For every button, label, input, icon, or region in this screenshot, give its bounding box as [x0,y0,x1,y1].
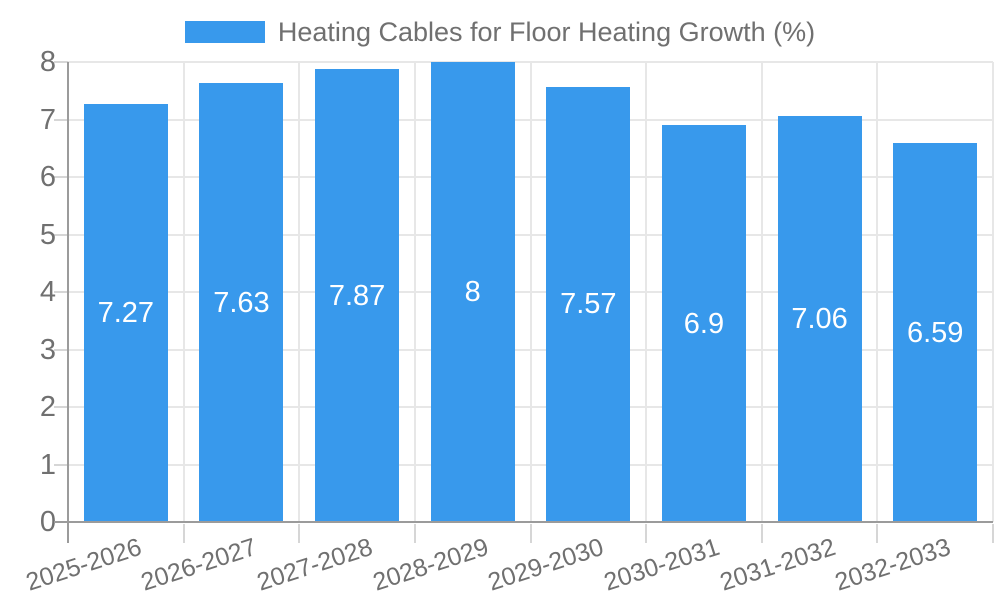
bar-value-label: 7.57 [560,288,617,321]
bar-value-label: 7.87 [328,279,386,312]
x-tick [413,524,416,543]
bar [430,62,515,522]
x-tick [298,524,301,543]
bar [546,86,631,522]
x-gridline [298,62,301,522]
x-gridline [413,62,416,522]
y-tick [54,406,68,408]
y-tick [54,176,68,178]
y-axis-label: 1 [39,448,56,481]
y-tick [54,61,68,63]
x-tick [182,524,185,543]
y-axis-label: 8 [39,46,56,78]
x-gridline [182,62,185,522]
y-axis-line [67,62,69,543]
y-axis-label: 4 [39,276,56,308]
x-tick [876,524,879,543]
x-gridline [645,62,648,522]
bar-value-label: 7.06 [791,303,848,336]
x-tick [645,524,648,543]
x-gridline [876,62,879,522]
x-gridline [992,62,994,522]
x-gridline [529,62,532,522]
legend-label: Heating Cables for Floor Heating Growth … [277,17,816,47]
y-tick [54,348,68,351]
y-tick [54,118,68,121]
bar-value-label: 8 [464,276,481,308]
x-axis-line [54,521,993,523]
legend-swatch [184,21,265,43]
y-tick [54,291,68,293]
y-axis-label: 6 [39,161,56,193]
y-axis-label: 2 [39,391,56,423]
x-tick [760,524,763,543]
x-tick [992,524,994,543]
y-tick [54,233,68,236]
bar-value-label: 7.27 [97,296,155,329]
y-axis-label: 3 [39,333,56,366]
bar [777,116,862,522]
x-tick [529,524,532,543]
y-tick [54,463,68,466]
y-axis-label: 5 [39,218,56,251]
bar [199,83,284,522]
y-axis-label: 7 [39,103,56,136]
y-axis-label: 0 [39,506,56,538]
legend[interactable]: Heating Cables for Floor Heating Growth … [0,16,1000,48]
bar-value-label: 6.9 [683,307,725,340]
bar [315,69,400,522]
x-gridline [760,62,763,522]
bar-value-label: 6.59 [906,316,964,349]
bar [661,125,746,522]
bar-value-label: 7.63 [213,286,270,319]
bar [893,143,978,522]
bar [83,103,168,522]
